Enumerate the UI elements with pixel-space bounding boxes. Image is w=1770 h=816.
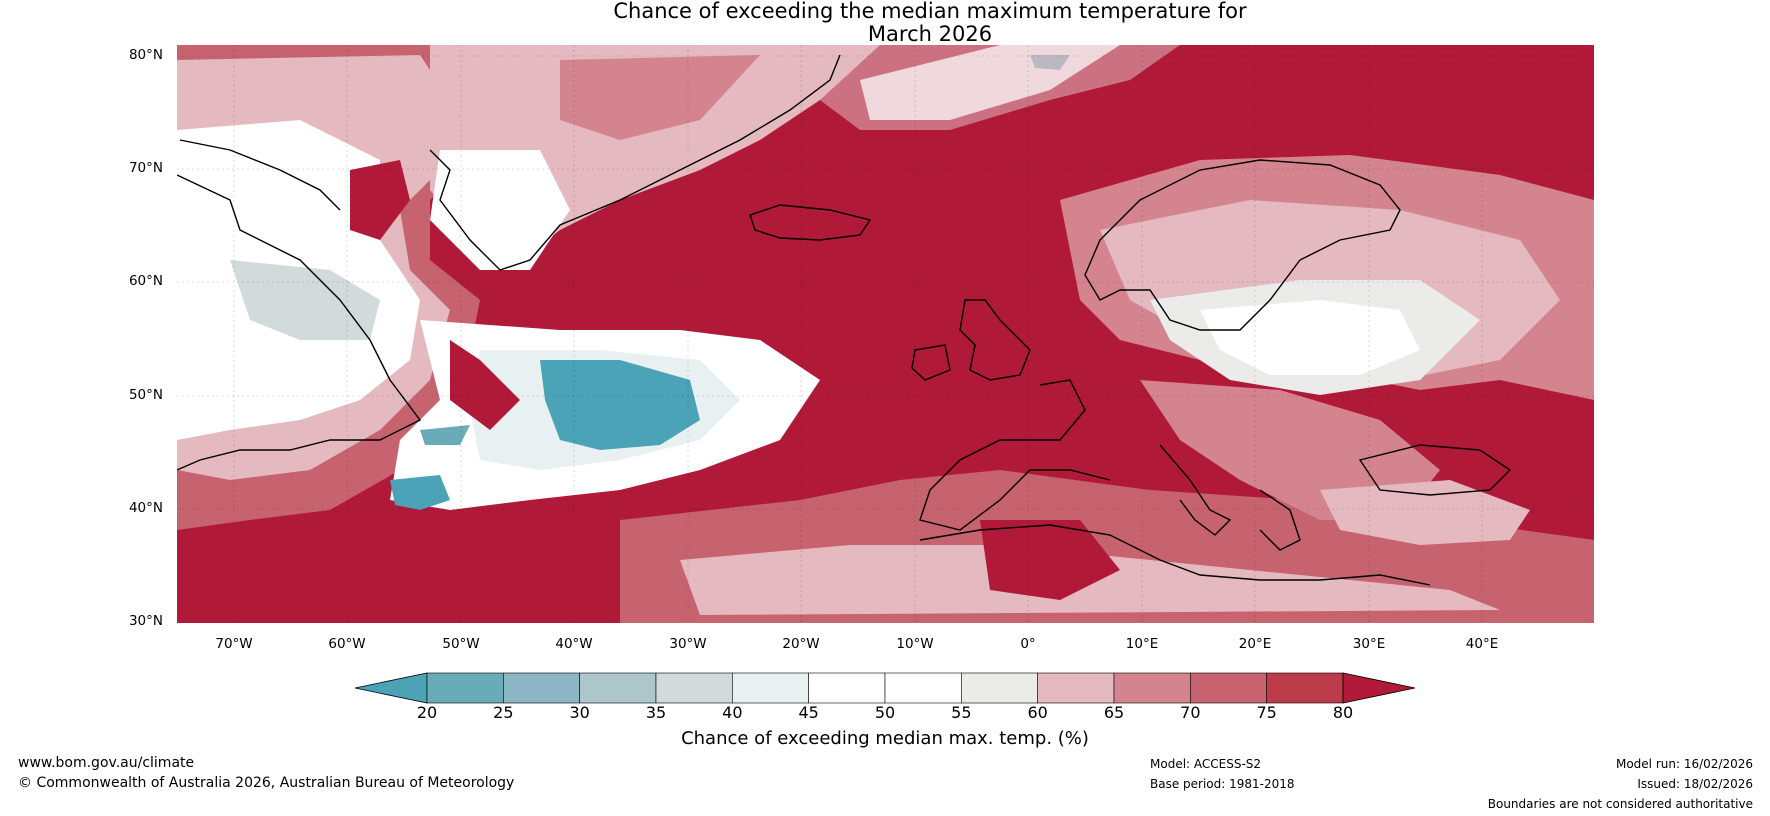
region-balkans-mid [1140, 380, 1440, 520]
colorbar-tick-label: 50 [874, 703, 896, 722]
colorbar-extend-high [1342, 672, 1416, 704]
colorbar-segment [808, 672, 886, 704]
lon-label-60w: 60°W [328, 636, 366, 652]
title-line-1: Chance of exceeding the median maximum t… [613, 0, 1247, 23]
colorbar-tick-label: 35 [645, 703, 667, 722]
colorbar-segment [1190, 672, 1267, 704]
lon-label-20e: 20°E [1238, 636, 1272, 652]
colorbar-tick-label: 30 [569, 703, 590, 722]
coast-iceland [749, 204, 872, 241]
colorbar-segment [1113, 672, 1191, 704]
region-greenland-mid [560, 55, 760, 140]
colorbar-extend-low [354, 672, 428, 704]
colorbar-segment [732, 672, 809, 704]
lon-label-0: 0° [1020, 636, 1036, 652]
copyright-text: © Commonwealth of Australia 2026, Austra… [18, 775, 515, 791]
region-atlantic-teal-3 [420, 425, 470, 445]
lon-label-10e: 10°E [1125, 636, 1159, 652]
colorbar-tick-label: 20 [416, 703, 438, 722]
model-run-text: Model run: 16/02/2026 [1615, 757, 1753, 771]
coast-greenland [429, 54, 841, 271]
lat-label-60n: 60°N [128, 273, 163, 289]
colorbar-tick-label: 25 [493, 703, 514, 722]
website-link[interactable]: www.bom.gov.au/climate [18, 755, 195, 771]
colorbar-segment [884, 672, 962, 704]
map-gridlines [177, 45, 1594, 623]
region-labrador-pale [230, 260, 380, 340]
coast-canada [177, 174, 422, 471]
region-arctic-pink [820, 45, 1180, 130]
lat-label-30n: 30°N [128, 613, 163, 629]
lat-label-70n: 70°N [128, 160, 163, 176]
region-greenland-white [430, 150, 570, 270]
colorbar-segment [655, 672, 733, 704]
coast-uk [959, 299, 1031, 381]
lon-label-40e: 40°E [1465, 636, 1499, 652]
region-atlantic-teal-2 [390, 475, 450, 510]
colorbar-tick-label: 65 [1103, 703, 1125, 722]
issued-text: Issued: 18/02/2026 [1637, 777, 1753, 791]
lon-label-20w: 20°W [782, 636, 820, 652]
lon-label-50w: 50°W [442, 636, 480, 652]
colorbar-segment [426, 672, 504, 704]
colorbar-label: Chance of exceeding median max. temp. (%… [681, 728, 1089, 749]
colorbar-tick-label: 80 [1332, 703, 1354, 722]
disclaimer-text: Boundaries are not considered authoritat… [1487, 797, 1753, 811]
coast-italy [1159, 444, 1232, 536]
colorbar-tick-label: 40 [722, 703, 743, 722]
coast-greece [1259, 489, 1301, 551]
colorbar-tick-label: 75 [1256, 703, 1277, 722]
base-period-text: Base period: 1981-2018 [1150, 777, 1295, 791]
lon-label-70w: 70°W [215, 636, 253, 652]
colorbar-segment [1037, 672, 1115, 704]
lat-label-40n: 40°N [128, 500, 163, 516]
lat-label-50n: 50°N [128, 387, 163, 403]
coastlines [177, 54, 1512, 586]
colorbar-tick-label: 45 [798, 703, 819, 722]
region-hudson-warm [350, 160, 410, 240]
coast-ireland [911, 344, 951, 381]
coast-scandinavia [1084, 159, 1401, 331]
lon-label-30e: 30°E [1352, 636, 1386, 652]
region-north-africa-warm [980, 520, 1120, 600]
region-atlantic-teal [540, 360, 700, 450]
coast-black-sea [1358, 444, 1512, 496]
lon-label-40w: 40°W [555, 636, 593, 652]
colorbar-tick-label: 55 [951, 703, 972, 722]
region-atlantic-warm-streak [450, 340, 520, 430]
colorbar-segment [579, 672, 657, 704]
colorbar-segment [1266, 672, 1344, 704]
model-text: Model: ACCESS-S2 [1150, 757, 1262, 771]
coast-baffin [179, 139, 341, 211]
title-line-2: March 2026 [867, 22, 993, 46]
coast-north-africa [919, 524, 1431, 586]
lat-label-80n: 80°N [128, 47, 163, 63]
lon-label-10w: 10°W [896, 636, 934, 652]
region-turkey-light [1320, 480, 1530, 545]
colorbar-segment [503, 672, 580, 704]
region-eastern-europe-inner [1200, 300, 1420, 375]
lon-label-30w: 30°W [669, 636, 707, 652]
chart-title: Chance of exceeding the median maximum t… [0, 0, 1770, 46]
colorbar-tick-label: 60 [1027, 703, 1048, 722]
colorbar-segment [961, 672, 1038, 704]
coast-europe-west [919, 379, 1111, 531]
colorbar-tick-label: 70 [1180, 703, 1201, 722]
forecast-map [177, 45, 1594, 623]
